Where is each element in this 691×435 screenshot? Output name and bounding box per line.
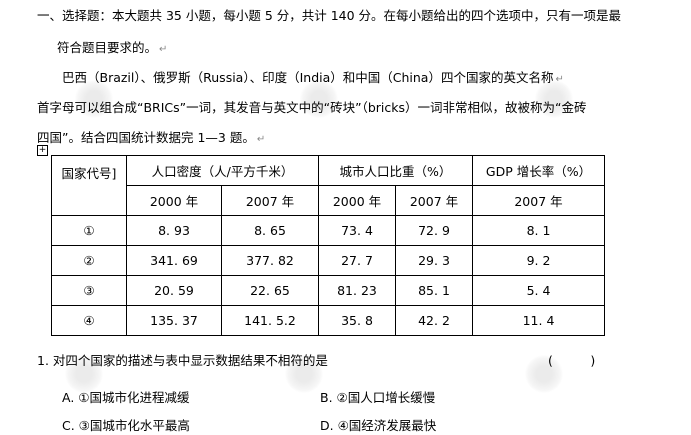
watermark-logo <box>65 355 103 393</box>
option-d: D. ④国经济发展最快 <box>320 418 437 433</box>
data-cell: 29. 3 <box>395 245 473 276</box>
data-cell: 377. 82 <box>221 245 319 276</box>
year-cell: 2000 年 <box>318 185 396 216</box>
statistics-table: 国家代号] 人口密度（人/平方千米） 城市人口比重（%） GDP 增长率（%） … <box>51 155 605 336</box>
instructions-line: 一、选择题：本大题共 35 小题，每小题 5 分，共计 140 分。在每小题给出… <box>37 8 622 23</box>
data-cell: 8. 1 <box>472 215 605 246</box>
data-cell: 8. 65 <box>221 215 319 246</box>
option-c: C. ③国城市化水平最高 <box>62 418 190 433</box>
table-row: ④ 135. 37 141. 5.2 35. 8 42. 2 11. 4 <box>51 305 605 336</box>
data-cell: 20. 59 <box>126 275 222 306</box>
year-cell: 2000 年 <box>126 185 222 216</box>
data-cell: 42. 2 <box>395 305 473 336</box>
data-cell: 85. 1 <box>395 275 473 306</box>
data-cell: 9. 2 <box>472 245 605 276</box>
data-cell: 5. 4 <box>472 275 605 306</box>
table-row: ② 341. 69 377. 82 27. 7 29. 3 9. 2 <box>51 245 605 276</box>
country-code-cell: ② <box>51 245 127 276</box>
data-cell: 35. 8 <box>318 305 396 336</box>
data-cell: 341. 69 <box>126 245 222 276</box>
watermark-logo <box>75 80 113 118</box>
header-country-code: 国家代号] <box>51 155 127 216</box>
data-cell: 73. 4 <box>318 215 396 246</box>
answer-blank: ( ) <box>548 353 596 368</box>
data-cell: 8. 93 <box>126 215 222 246</box>
passage-line: 四国”。结合四国统计数据完 1—3 题。 ↵ <box>37 130 266 145</box>
passage-line: 巴西（Brazil）、俄罗斯（Russia）、印度（India）和中国（Chin… <box>62 70 564 85</box>
data-cell: 72. 9 <box>395 215 473 246</box>
data-cell: 22. 65 <box>221 275 319 306</box>
country-code-cell: ① <box>51 215 127 246</box>
header-urban-population: 城市人口比重（%） <box>318 155 473 186</box>
header-population-density: 人口密度（人/平方千米） <box>126 155 319 186</box>
watermark-logo <box>300 80 338 118</box>
country-code-cell: ④ <box>51 305 127 336</box>
watermark-logo <box>285 355 323 393</box>
year-cell: 2007 年 <box>221 185 319 216</box>
instructions-line: 符合题目要求的。 ↵ <box>57 40 168 55</box>
option-a: A. ①国城市化进程减缓 <box>62 390 190 405</box>
table-row: ① 8. 93 8. 65 73. 4 72. 9 8. 1 <box>51 215 605 246</box>
data-cell: 135. 37 <box>126 305 222 336</box>
watermark-logo <box>535 80 573 118</box>
year-cell: 2007 年 <box>472 185 605 216</box>
data-cell: 27. 7 <box>318 245 396 276</box>
question-stem: 1. 对四个国家的描述与表中显示数据结果不相符的是 <box>37 353 328 368</box>
country-code-cell: ③ <box>51 275 127 306</box>
year-cell: 2007 年 <box>395 185 473 216</box>
data-cell: 81. 23 <box>318 275 396 306</box>
table-move-handle-icon[interactable]: + <box>37 145 48 156</box>
passage-line: 首字母可以组合成“BRICs”一词，其发音与英文中的“砖块”（bricks）一词… <box>37 100 587 115</box>
data-cell: 11. 4 <box>472 305 605 336</box>
option-b: B. ②国人口增长缓慢 <box>320 390 436 405</box>
table-row: ③ 20. 59 22. 65 81. 23 85. 1 5. 4 <box>51 275 605 306</box>
data-cell: 141. 5.2 <box>221 305 319 336</box>
watermark-logo <box>525 355 563 393</box>
header-gdp-growth: GDP 增长率（%） <box>472 155 605 186</box>
